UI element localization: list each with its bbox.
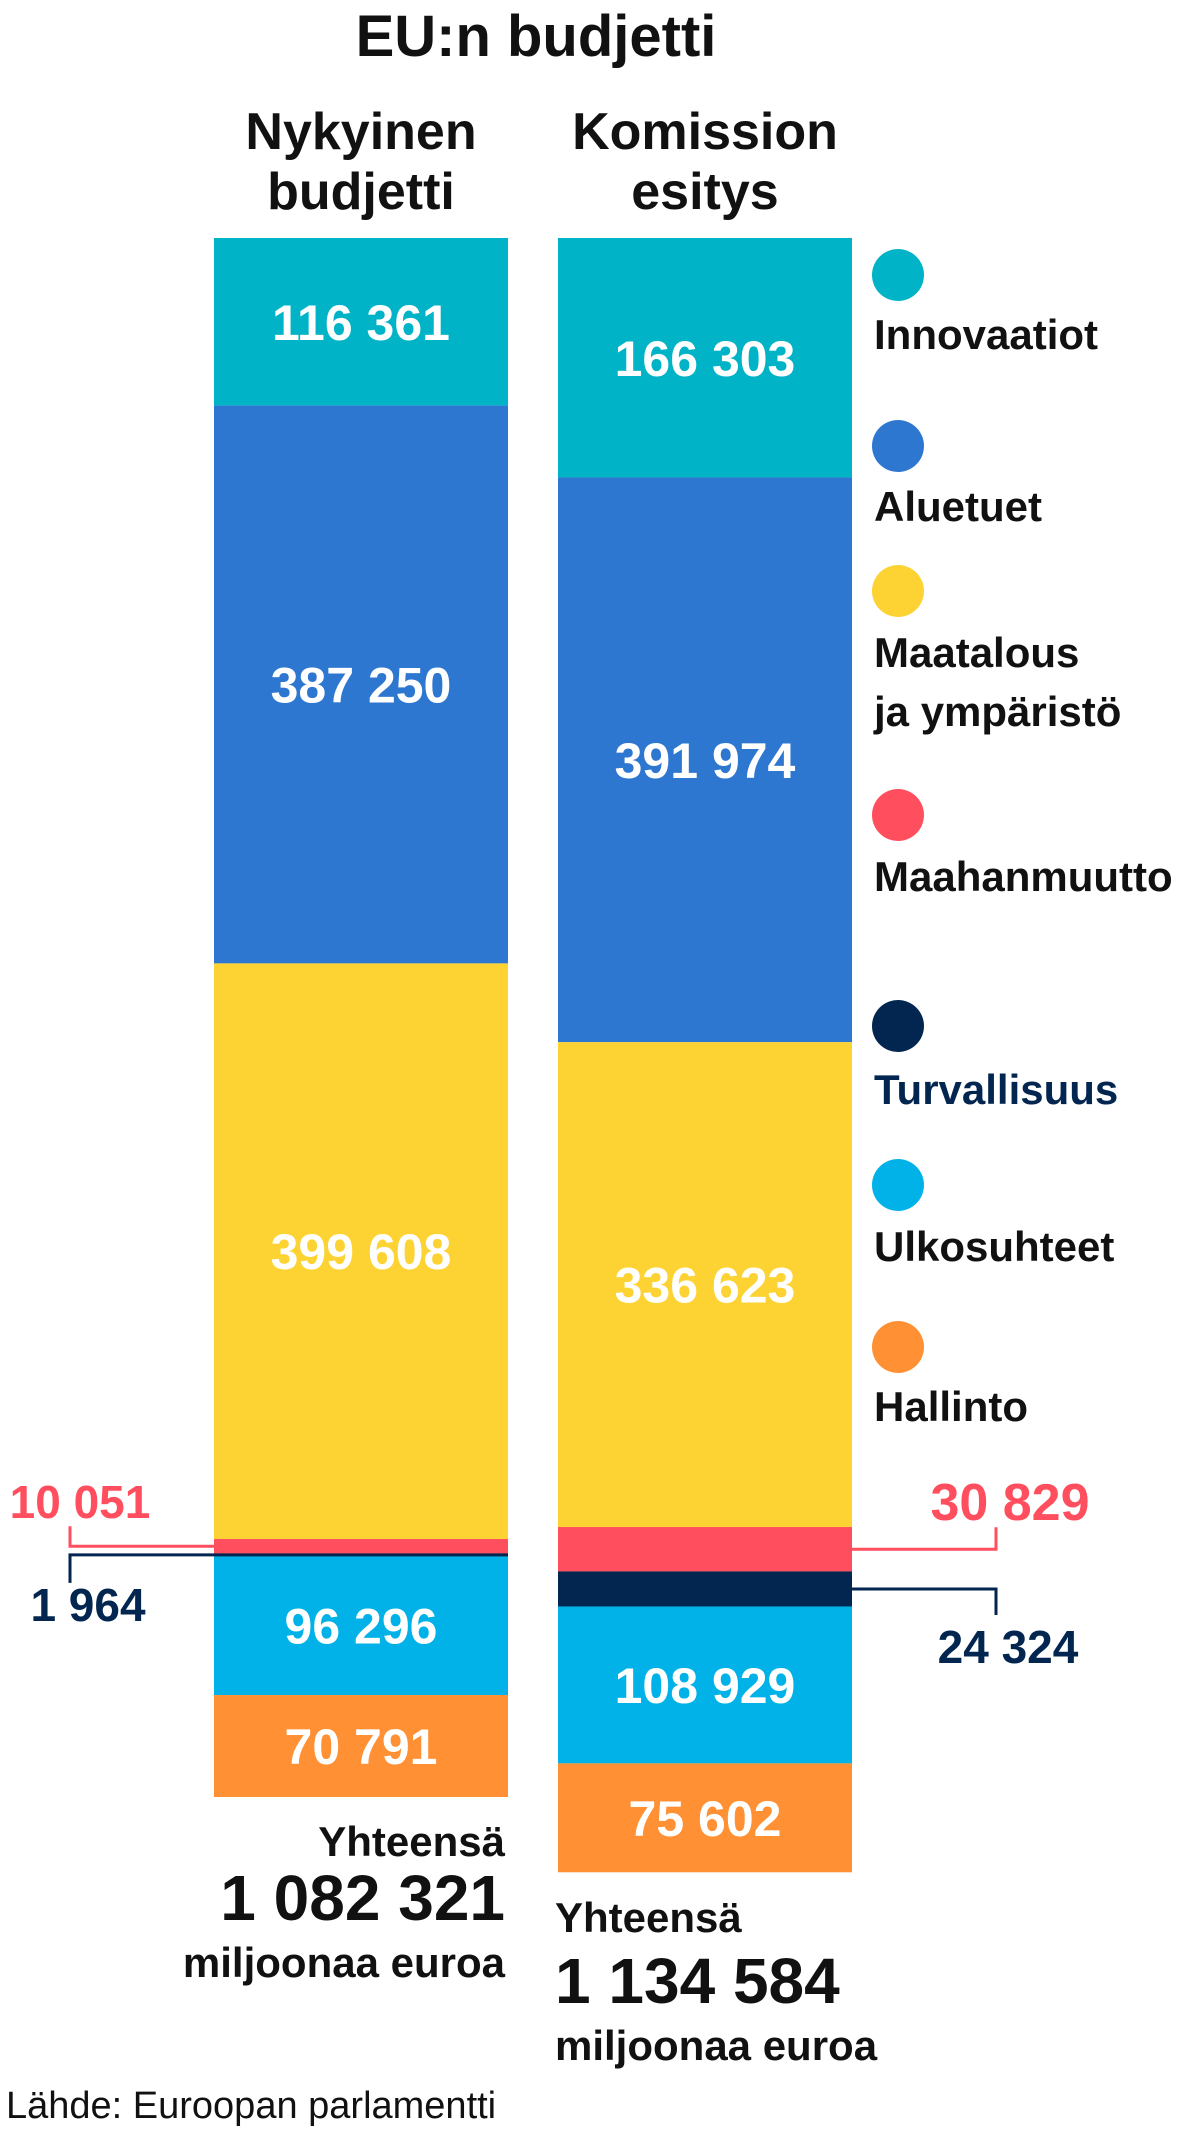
data-label: 108 929	[615, 1658, 796, 1714]
callout-line	[68, 1526, 224, 1548]
bar-segment-3	[214, 1539, 508, 1554]
data-label: 30 829	[930, 1474, 1089, 1532]
bar-segment-2	[558, 1042, 852, 1528]
legend-swatch	[872, 1321, 924, 1373]
bar-segment-6	[558, 1763, 852, 1873]
total-label: Yhteensä	[318, 1818, 505, 1865]
legend-swatch	[872, 789, 924, 841]
legend-label: Turvallisuus	[874, 1066, 1118, 1113]
category-label: budjetti	[267, 163, 455, 221]
legend-label: Maahanmuutto	[874, 853, 1173, 900]
legend-label: Aluetuet	[874, 483, 1042, 530]
data-label: 1 964	[30, 1579, 146, 1631]
data-label: 70 791	[285, 1719, 438, 1775]
callout-line	[852, 1527, 998, 1551]
data-label: 10 051	[10, 1476, 151, 1528]
legend-swatch	[872, 565, 924, 617]
bar-segment-1	[214, 405, 508, 964]
bar-segment-4	[558, 1571, 852, 1607]
legend-label: ja ympäristö	[873, 688, 1121, 735]
data-label: 399 608	[271, 1224, 452, 1280]
callout-line	[68, 1553, 508, 1583]
data-label: 24 324	[938, 1621, 1079, 1673]
total-value: 1 134 584	[555, 1945, 840, 2017]
data-label: 387 250	[271, 658, 452, 714]
bar-segment-5	[214, 1556, 508, 1696]
source-note: Lähde: Euroopan parlamentti	[6, 2085, 496, 2127]
category-label: Nykyinen	[245, 103, 476, 161]
legend-label: Hallinto	[874, 1383, 1028, 1430]
legend-label: Innovaatiot	[874, 311, 1098, 358]
legend-swatch	[872, 420, 924, 472]
data-label: 116 361	[272, 295, 450, 351]
data-label: 336 623	[615, 1258, 796, 1314]
data-label: 391 974	[615, 733, 796, 789]
bar-segment-3	[558, 1527, 852, 1572]
chart-title: EU:n budjetti	[356, 4, 717, 69]
legend-label: Maatalous	[874, 629, 1079, 676]
category-label: esitys	[631, 163, 778, 221]
total-unit: miljoonaa euroa	[555, 2022, 878, 2069]
bar-segment-0	[214, 238, 508, 406]
data-label: 75 602	[629, 1791, 782, 1847]
callout-line	[852, 1587, 998, 1615]
legend-swatch	[872, 249, 924, 301]
total-label: Yhteensä	[555, 1894, 742, 1941]
total-unit: miljoonaa euroa	[183, 1939, 506, 1986]
data-label: 166 303	[615, 331, 796, 387]
bar-segment-6	[214, 1695, 508, 1797]
legend-swatch	[872, 1159, 924, 1211]
legend-swatch	[872, 1000, 924, 1052]
bar-segment-2	[214, 963, 508, 1540]
bar-segment-5	[558, 1606, 852, 1764]
total-value: 1 082 321	[220, 1862, 505, 1934]
data-label: 96 296	[285, 1599, 438, 1655]
bar-segment-0	[558, 238, 852, 478]
legend-label: Ulkosuhteet	[874, 1223, 1114, 1270]
bar-segment-1	[558, 477, 852, 1043]
category-label: Komission	[572, 103, 838, 161]
